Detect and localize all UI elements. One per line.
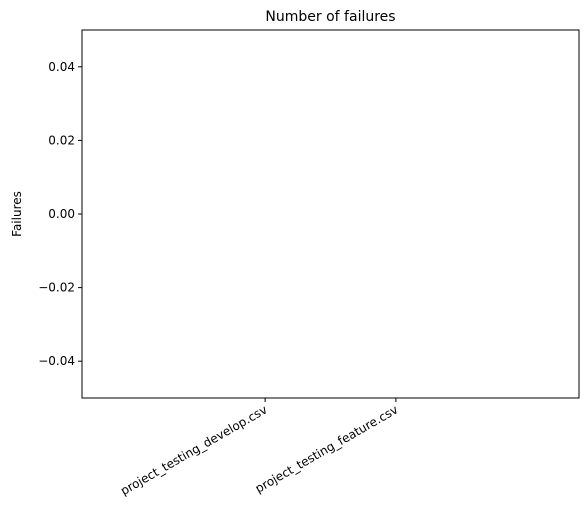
y-tick-label: −0.02 bbox=[38, 281, 75, 295]
y-tick-label: 0.04 bbox=[48, 60, 75, 74]
y-tick-label: −0.04 bbox=[38, 354, 75, 368]
x-tick-label: project_testing_develop.csv bbox=[118, 402, 269, 498]
chart-title: Number of failures bbox=[265, 9, 395, 25]
x-tick-label: project_testing_feature.csv bbox=[253, 402, 401, 495]
x-axis: project_testing_develop.csvproject_testi… bbox=[118, 398, 400, 498]
y-axis: −0.04 −0.02 0.00 0.02 0.04 bbox=[38, 60, 82, 368]
y-tick-label: 0.00 bbox=[48, 207, 75, 221]
y-tick-label: 0.02 bbox=[48, 133, 75, 147]
y-axis-label: Failures bbox=[10, 191, 24, 237]
plot-frame bbox=[81, 29, 580, 399]
